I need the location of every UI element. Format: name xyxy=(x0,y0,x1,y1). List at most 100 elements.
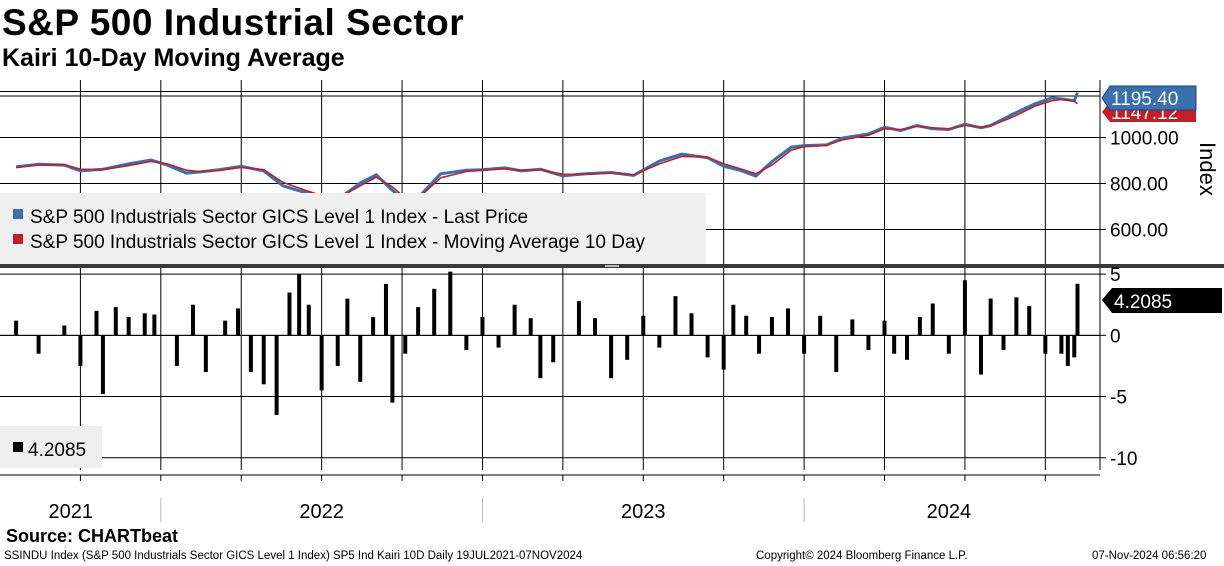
kairi-bar xyxy=(930,303,935,336)
kairi-bar xyxy=(757,335,762,354)
kairi-bar xyxy=(657,335,662,348)
legend-ma-label: S&P 500 Industrials Sector GICS Level 1 … xyxy=(30,232,646,253)
kairi-bar xyxy=(850,319,855,336)
kairi-bar xyxy=(538,335,543,379)
kairi-bar xyxy=(528,318,533,336)
kairi-bar xyxy=(358,335,363,382)
x-tick-label: 2024 xyxy=(927,501,972,523)
upper-panel-series xyxy=(15,92,1079,204)
legend-price-label: S&P 500 Industrials Sector GICS Level 1 … xyxy=(30,207,528,228)
kairi-bar xyxy=(14,320,19,336)
lower-y-tick-label: 5 xyxy=(1110,265,1121,286)
kairi-bar xyxy=(625,335,630,360)
kairi-bar xyxy=(432,288,437,336)
kairi-bar xyxy=(917,316,922,336)
kairi-bars xyxy=(0,271,1100,415)
lower-y-tick-label: -10 xyxy=(1110,449,1137,470)
last-kairi-tag: 4.2085 xyxy=(1102,288,1222,313)
last-kairi-value: 4.2085 xyxy=(1114,292,1172,313)
footer-timestamp: 07-Nov-2024 06:56:20 xyxy=(1092,550,1207,562)
x-axis: 2021 2022 2023 2024 xyxy=(0,474,1100,523)
kairi-bar xyxy=(834,335,839,373)
kairi-bar xyxy=(721,335,726,370)
kairi-bar xyxy=(248,335,253,373)
kairi-bar xyxy=(802,335,807,354)
kairi-bar xyxy=(480,316,485,336)
kairi-bar xyxy=(744,315,749,336)
kairi-bar xyxy=(978,335,983,375)
legend-ma-swatch xyxy=(13,234,23,244)
lower-panel-axis: 5 0 -5 -10 xyxy=(1099,265,1137,470)
kairi-bar xyxy=(142,313,147,336)
x-tick-label: 2023 xyxy=(621,501,666,523)
kairi-bar xyxy=(261,335,266,385)
upper-panel-axis: 600.00 800.00 1000.00 xyxy=(1099,80,1179,264)
kairi-bar xyxy=(1043,335,1048,354)
upper-y-tick-label: 600.00 xyxy=(1110,221,1168,242)
kairi-bar xyxy=(113,307,118,336)
kairi-bar xyxy=(705,335,710,358)
kairi-bar xyxy=(905,335,910,360)
last-price-value: 1195.40 xyxy=(1111,89,1178,110)
footer-description: SSINDU Index (S&P 500 Industrials Sector… xyxy=(4,550,583,562)
footer-copyright: Copyright© 2024 Bloomberg Finance L.P. xyxy=(756,550,968,562)
kairi-bar xyxy=(988,298,993,336)
kairi-bar xyxy=(36,335,41,354)
kairi-bar xyxy=(297,274,302,336)
upper-y-tick-label: 800.00 xyxy=(1110,175,1168,196)
kairi-bar xyxy=(1001,335,1006,351)
kairi-bar xyxy=(818,315,823,336)
lower-panel-grid xyxy=(0,268,1100,470)
kairi-bar xyxy=(1072,335,1077,358)
kairi-bar xyxy=(731,304,736,336)
kairi-bar xyxy=(416,307,421,336)
kairi-bar xyxy=(464,335,469,351)
kairi-bar xyxy=(1014,297,1019,336)
kairi-bar xyxy=(1065,335,1070,366)
kairi-bar xyxy=(576,301,581,336)
kairi-bar xyxy=(892,335,897,354)
legend-price-swatch xyxy=(13,209,23,219)
kairi-bar xyxy=(236,308,241,336)
series-moving-average-line xyxy=(16,98,1078,200)
kairi-bar xyxy=(383,283,388,336)
kairi-bar xyxy=(223,320,228,336)
kairi-bar xyxy=(673,296,678,336)
kairi-bar xyxy=(126,316,131,336)
panel-divider-grip[interactable] xyxy=(605,265,619,267)
kairi-bar xyxy=(1059,335,1064,354)
x-tick-label: 2022 xyxy=(299,501,344,523)
chart-subtitle: Kairi 10-Day Moving Average xyxy=(2,44,345,72)
kairi-bar xyxy=(496,335,501,348)
kairi-bar xyxy=(94,310,99,336)
kairi-bar xyxy=(403,335,408,354)
x-tick-label: 2021 xyxy=(49,501,94,523)
kairi-bar xyxy=(786,308,791,336)
lower-y-tick-label: -5 xyxy=(1110,388,1127,409)
kairi-bar xyxy=(551,335,556,363)
kairi-bar xyxy=(287,292,292,336)
lower-y-tick-label: 0 xyxy=(1110,326,1121,347)
legend-kairi-label: 4.2085 xyxy=(28,440,86,461)
kairi-bar xyxy=(78,335,83,366)
kairi-bar xyxy=(203,335,208,373)
kairi-bar xyxy=(306,304,311,336)
kairi-bar xyxy=(946,335,951,354)
kairi-bar xyxy=(174,335,179,366)
kairi-bar xyxy=(769,316,774,336)
upper-y-tick-label: 1000.00 xyxy=(1110,129,1179,150)
kairi-bar xyxy=(345,298,350,336)
kairi-bar xyxy=(190,304,195,336)
kairi-bar xyxy=(371,316,376,336)
y-axis-title: Index xyxy=(1195,142,1220,196)
legend-kairi-swatch xyxy=(13,442,23,452)
kairi-bar xyxy=(62,325,67,336)
upper-legend-box xyxy=(0,193,706,265)
kairi-bar xyxy=(882,320,887,336)
kairi-bar xyxy=(866,335,871,351)
series-last-price-line xyxy=(15,92,1079,204)
kairi-bar xyxy=(390,335,395,403)
kairi-bar xyxy=(593,318,598,336)
kairi-bar xyxy=(319,335,324,391)
